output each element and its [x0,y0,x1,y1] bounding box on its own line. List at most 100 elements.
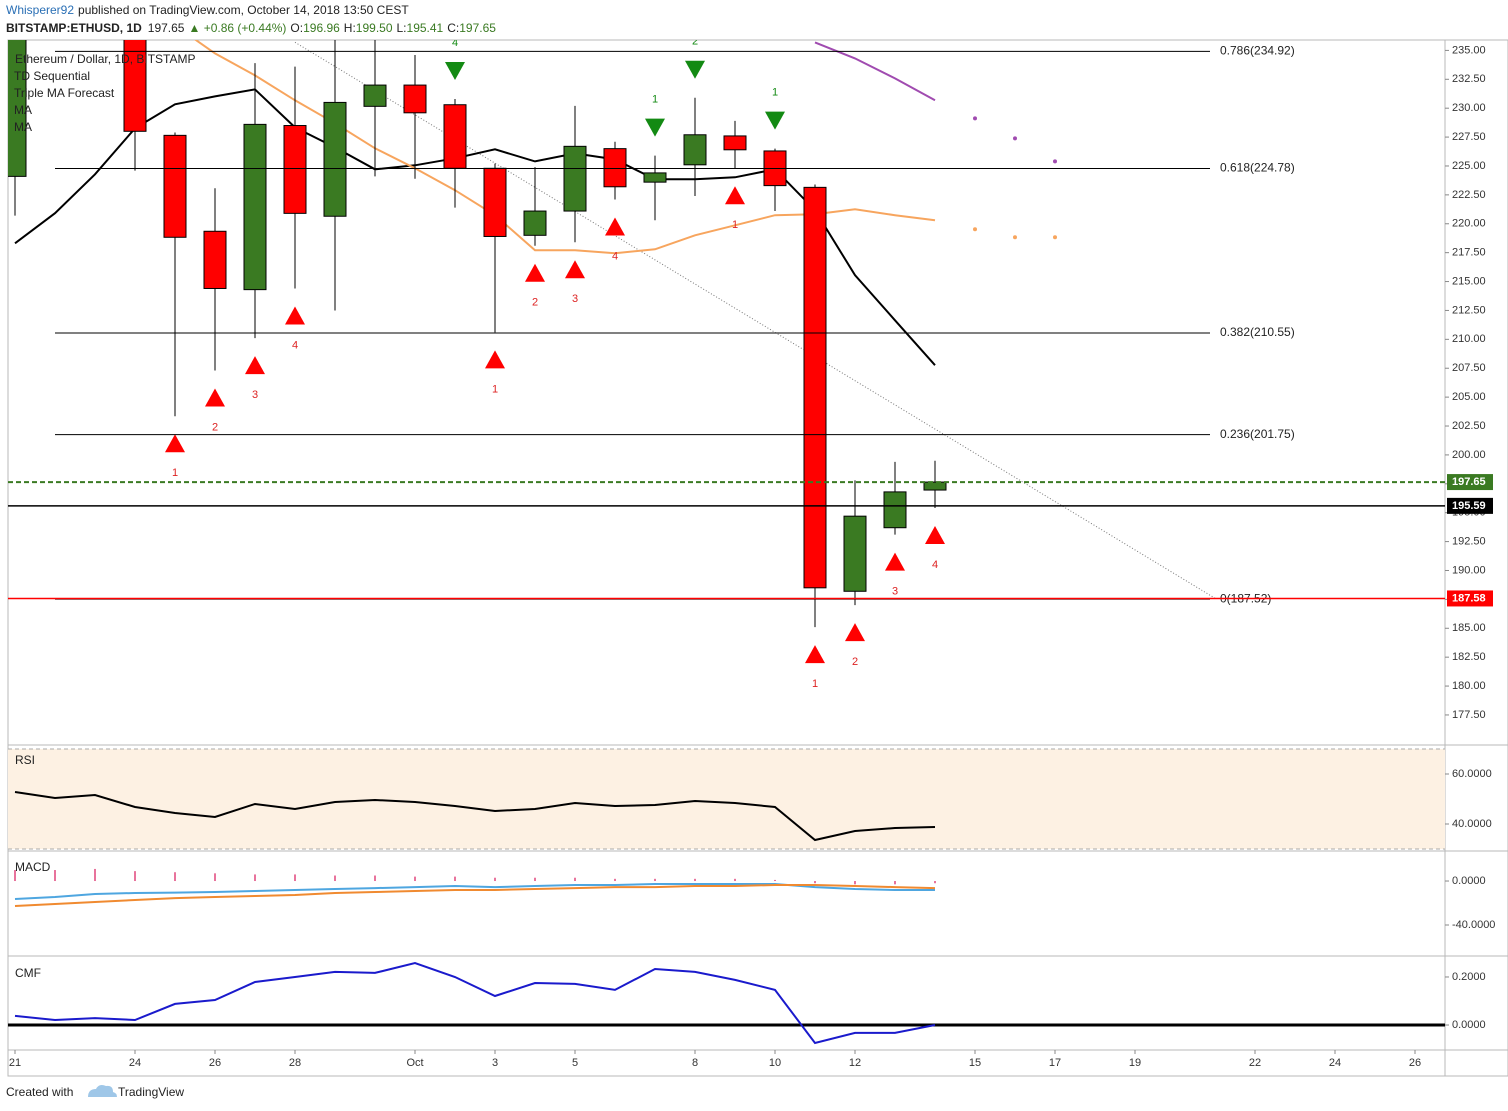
footer-created: Created with [6,1085,73,1099]
forecast-dot [1013,235,1017,240]
macd-histogram-bar [214,873,216,882]
x-tick-label: 19 [1129,1057,1141,1069]
macd-histogram-bar [734,878,736,882]
price-tag [1447,497,1493,514]
author[interactable]: Whisperer92 [6,3,74,17]
x-tick-label: 24 [129,1057,141,1069]
x-tick-label: 10 [769,1057,781,1069]
header: Whisperer92 published on TradingView.com,… [6,3,409,17]
x-tick-label: 17 [1049,1057,1061,1069]
y-tick-label: 227.50 [1452,131,1486,143]
td-marker [925,525,945,544]
ohlc-label: C: [447,21,459,35]
td-marker [885,552,905,571]
y-tick-label: 220.00 [1452,218,1486,230]
td-count: 1 [492,383,498,395]
candle-body [523,210,547,236]
y-tick-label: 217.50 [1452,247,1486,259]
change: ▲ +0.86 (+0.44%) [188,21,286,35]
td-marker [525,263,545,282]
candle-body [603,148,627,188]
td-count: 3 [572,293,578,305]
candle-body [683,134,707,166]
last: 197.65 [148,21,185,35]
price-tag-label: 197.65 [1452,476,1486,488]
trendline [294,41,1216,599]
x-tick-label: 5 [572,1057,578,1069]
frame [7,39,1508,1077]
macd-histogram-bar [454,876,456,882]
macd-histogram-bar [494,877,496,882]
macd-histogram-bar [334,875,336,882]
ohlc-label: O: [290,21,303,35]
td-marker [445,61,465,80]
td-marker [285,306,305,325]
y-tick-label: 192.50 [1452,535,1486,547]
candle-body [363,84,387,107]
indicator-line [14,791,936,842]
candle-body [323,101,347,217]
forecast-dot [973,227,977,232]
td-count: 3 [252,389,258,401]
y-tick-label: 230.00 [1452,102,1486,114]
candle-body [483,167,507,237]
indicator-line [14,884,936,907]
symbol: BITSTAMP:ETHUSD, 1D [6,21,142,35]
y-tick-label: 232.50 [1452,73,1486,85]
td-count: 1 [172,467,178,479]
td-count: 2 [212,421,218,433]
td-marker [845,623,865,642]
price-tag [1447,474,1493,491]
candle-body [203,230,227,289]
forecast-dot [1053,159,1057,164]
candle-body [123,40,147,132]
candle-body [843,515,867,592]
td-marker [685,60,705,79]
macd-histogram-bar [774,879,776,882]
y-tick-label: 202.50 [1452,420,1486,432]
td-count: 1 [772,87,778,99]
pane: 1 2 3 4 4 1 2 3 4 1 2 1 1 1 2 3 4 [8,40,1216,690]
td-marker [565,260,585,279]
macd-histogram-bar [134,871,136,882]
x-tick-label: 21 [9,1057,21,1069]
published: published on TradingView.com, October 14… [78,3,409,17]
td-count: 4 [932,559,938,571]
legend-item: MA [14,103,32,117]
x-tick-label: 3 [492,1057,498,1069]
macd-histogram-bar [894,881,896,885]
rsi-band [8,749,1445,849]
y-tick-label: 0.0000 [1452,1019,1486,1031]
td-marker [245,356,265,375]
tradingview-logo[interactable] [88,1085,117,1097]
indicator-line [14,961,936,1045]
y-tick-label: -40.0000 [1452,919,1495,931]
x-tick-label: 12 [849,1057,861,1069]
y-tick-label: 182.50 [1452,651,1486,663]
candle-body [563,145,587,212]
macd-histogram-bar [614,878,616,882]
price-tag-label: 187.58 [1452,592,1486,604]
y-tick-label: 212.50 [1452,304,1486,316]
td-marker [645,118,665,137]
macd-histogram-bar [934,881,936,884]
candle-body [283,125,307,214]
x-tick-label: Oct [406,1057,423,1069]
macd-histogram-bar [374,875,376,882]
x-tick-label: 8 [692,1057,698,1069]
y-tick-label: 190.00 [1452,564,1486,576]
candle-body [243,123,267,291]
ohlc-value: 199.50 [356,21,393,35]
candle-body [403,84,427,114]
macd-histogram-bar [574,877,576,882]
ohlc-value: 195.41 [407,21,444,35]
y-tick-label: 235.00 [1452,44,1486,56]
macd-histogram-bar [294,874,296,882]
indicator-line [814,41,936,102]
td-count: 4 [292,339,298,351]
legend-item: TD Sequential [14,69,90,83]
footer-brand[interactable]: TradingView [118,1085,184,1099]
macd-histogram-bar [94,868,96,882]
candle-body [443,104,467,169]
